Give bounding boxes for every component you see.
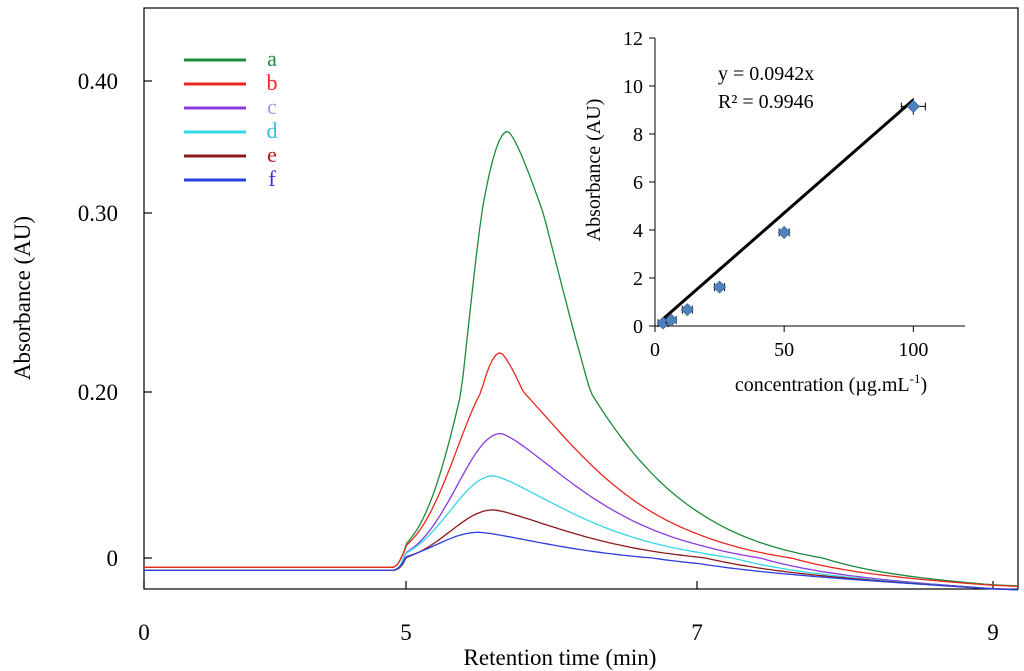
inset-y-tick-label: 2 — [633, 268, 643, 290]
x-tick-label: 5 — [400, 620, 412, 645]
inset-x-axis-label-text: concentration (µg.mL — [735, 374, 910, 396]
inset-points — [656, 98, 926, 330]
inset-fit-line — [659, 98, 915, 323]
inset-equation: y = 0.0942x — [718, 63, 814, 85]
main-y-axis-label: Absorbance (AU) — [10, 216, 35, 380]
inset-x-tick-label: 100 — [898, 339, 928, 361]
y-tick-label: 0.30 — [78, 201, 118, 226]
inset-y-tick-label: 4 — [633, 220, 643, 242]
legend-label-b: b — [267, 70, 278, 95]
inset-y-tick-label: 6 — [633, 172, 643, 194]
x-tick-label: 0 — [138, 620, 150, 645]
main-series — [144, 130, 1019, 591]
inset-y-axis-label: Absorbance (AU) — [583, 99, 605, 242]
inset-x-axis-label: concentration (µg.mL-1) — [735, 371, 927, 396]
inset-ticks: 0 50 100 0 2 4 6 8 10 12 — [623, 28, 928, 361]
inset-data-point — [664, 313, 678, 327]
inset-y-tick-label: 12 — [623, 28, 643, 50]
x-tick-label: 7 — [691, 620, 703, 645]
inset-data-point — [713, 280, 727, 294]
y-tick-label: 0.20 — [78, 380, 118, 405]
y-tick-label: 0 — [107, 546, 119, 571]
y-tick-label: 0.40 — [78, 69, 118, 94]
legend-label-e: e — [267, 142, 277, 167]
inset-regression-line — [659, 98, 915, 323]
x-tick-label: 9 — [987, 620, 999, 645]
legend-label-d: d — [267, 118, 278, 143]
inset-y-tick-label: 8 — [633, 124, 643, 146]
series-line-f — [144, 531, 1019, 591]
inset-x-axis-label-sup: -1 — [910, 371, 921, 386]
main-ticks: 0 5 7 9 0 0.20 0.30 0.40 — [78, 69, 999, 645]
inset-x-tick-label: 0 — [650, 339, 660, 361]
inset-data-point — [906, 99, 920, 113]
series-line-b — [144, 352, 1019, 588]
inset-x-tick-label: 50 — [774, 339, 794, 361]
inset-r-squared: R² = 0.9946 — [718, 91, 814, 113]
inset-y-tick-label: 10 — [623, 76, 643, 98]
legend-label-c: c — [267, 94, 277, 119]
main-x-axis-label: Retention time (min) — [464, 645, 657, 670]
inset-y-tick-label: 0 — [633, 316, 643, 338]
inset-data-point — [777, 225, 791, 239]
legend-label-a: a — [267, 46, 277, 71]
inset-data-point — [680, 303, 694, 317]
legend-label-f: f — [268, 166, 276, 191]
inset-x-axis-label-end: ) — [920, 374, 927, 396]
inset-background — [655, 38, 965, 326]
